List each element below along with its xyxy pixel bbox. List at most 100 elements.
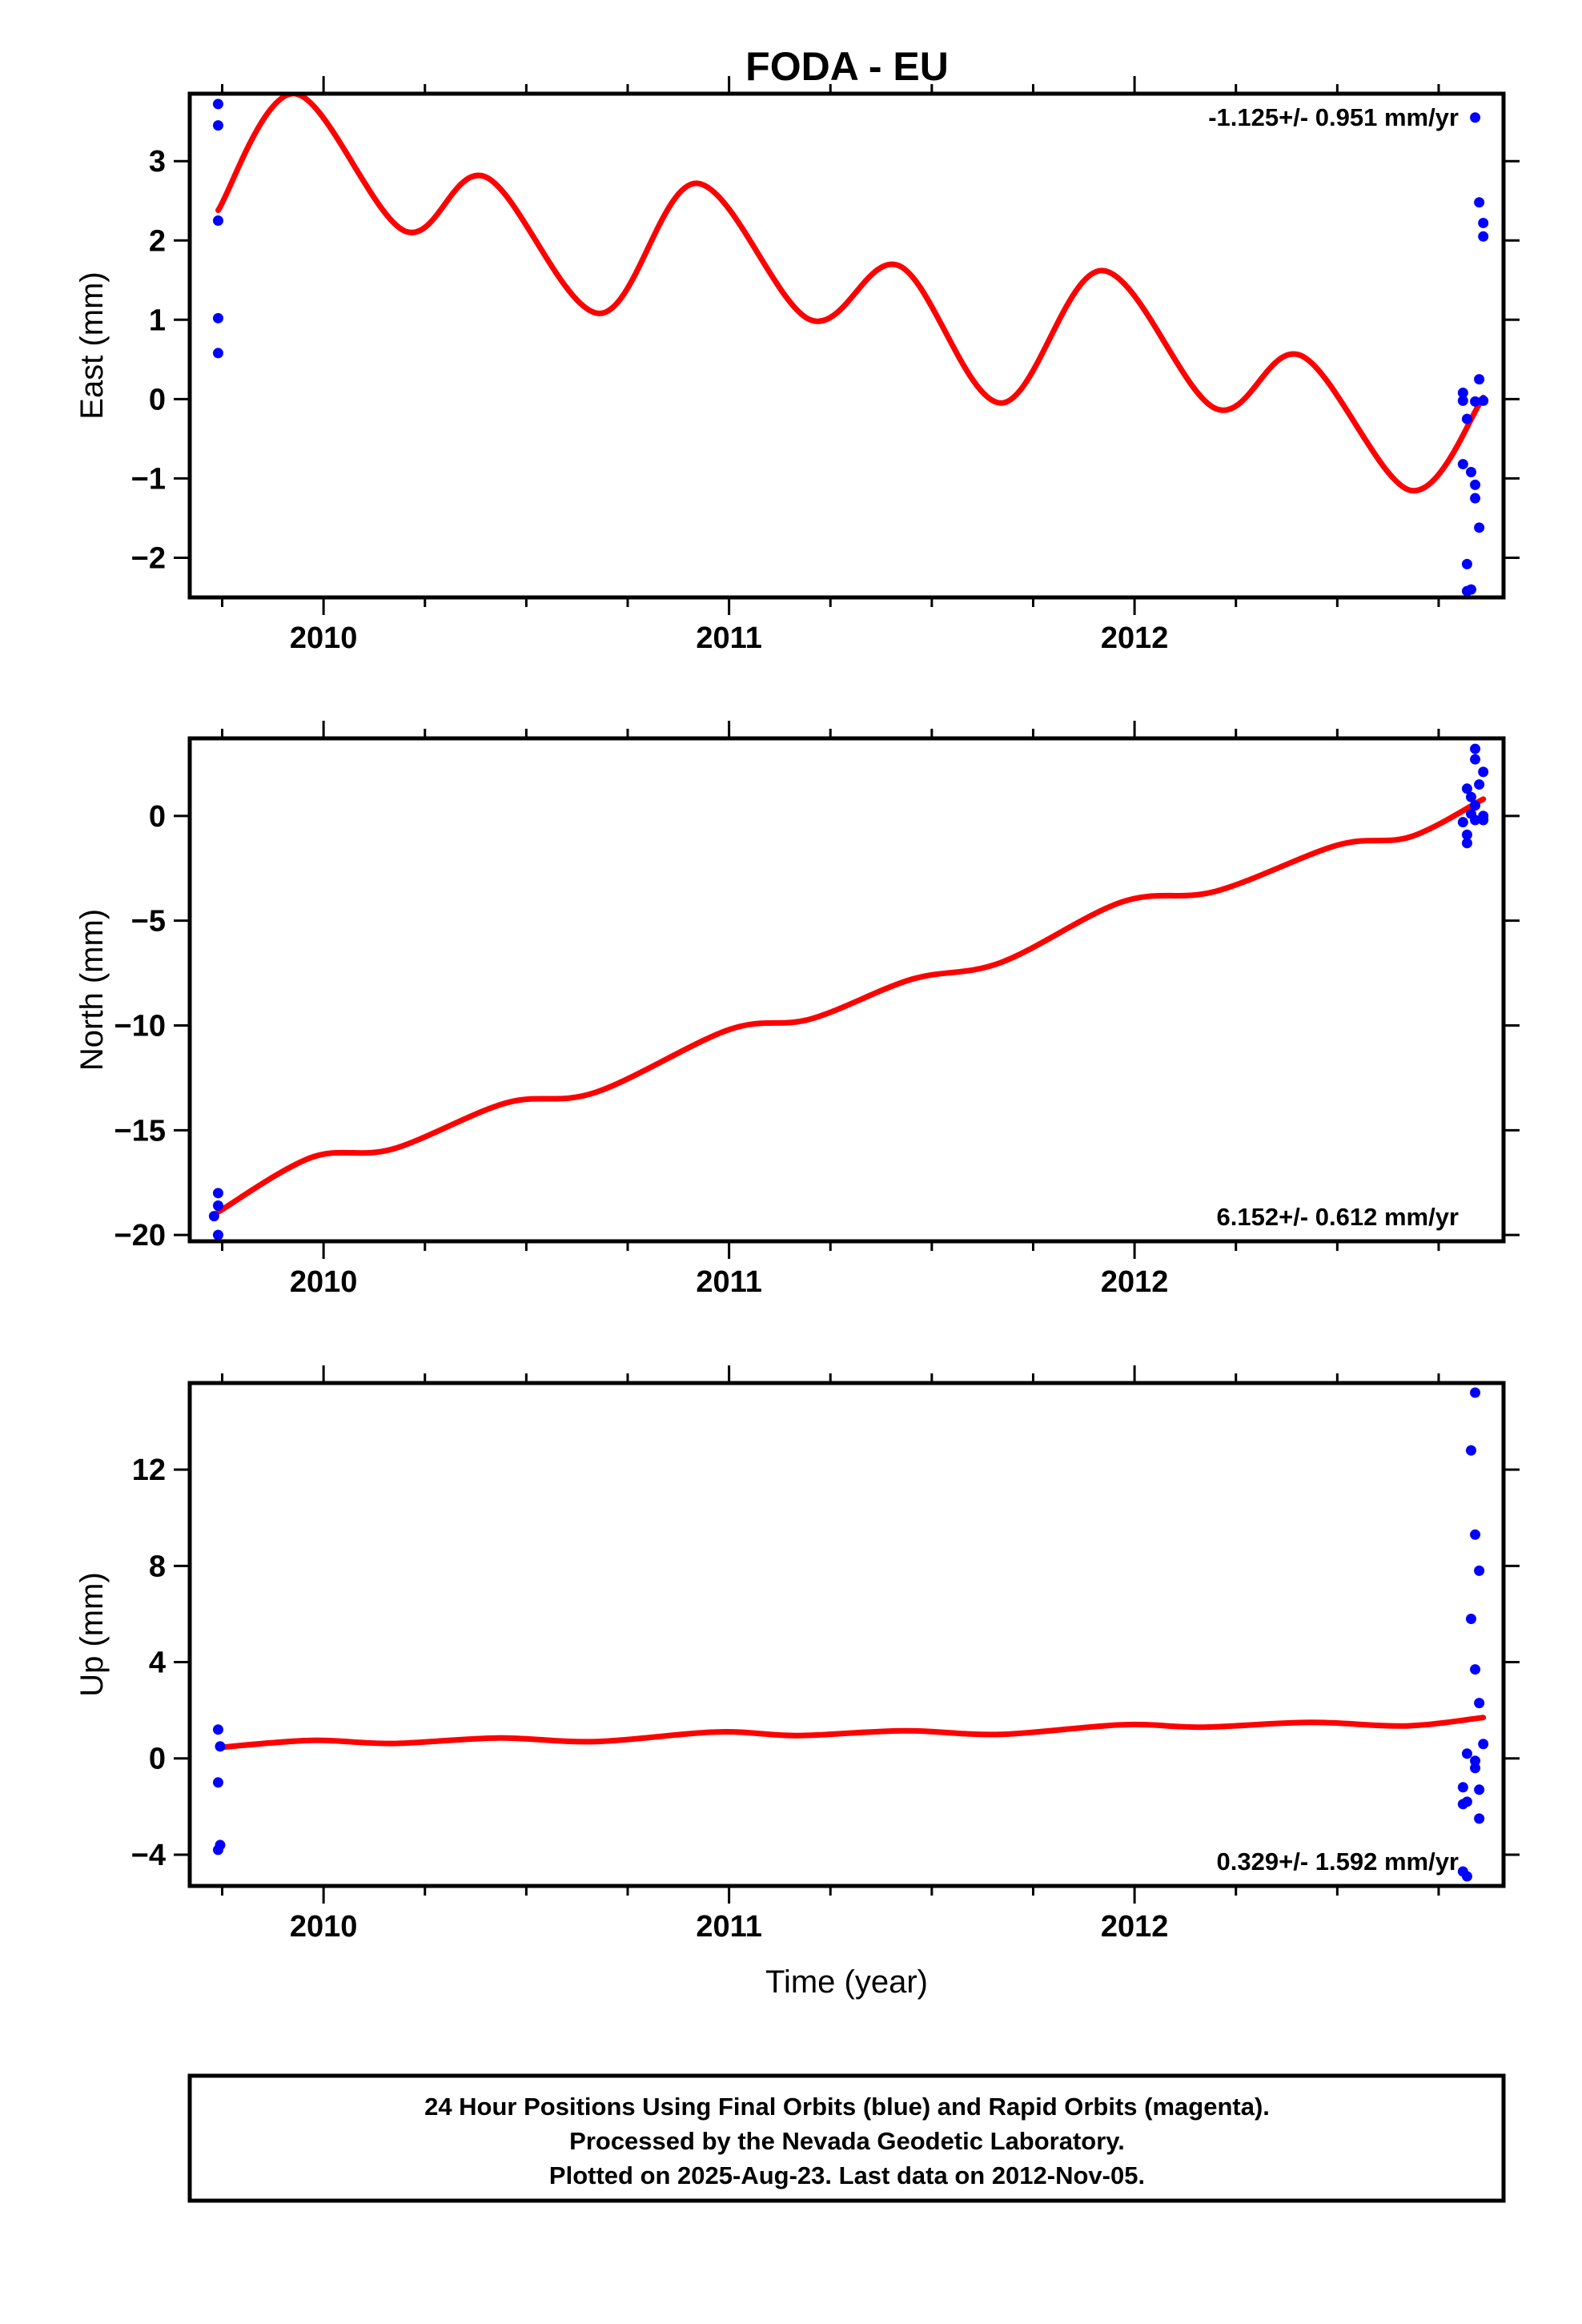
x-tick-label: 2012	[1101, 1910, 1169, 1944]
data-point	[1478, 814, 1489, 826]
data-point	[1465, 791, 1476, 802]
x-tick-label: 2011	[696, 1910, 761, 1944]
north-panel: 2010 2011 2012 −20 −15 −10 −5 0 North (mm) 6.152+…	[74, 721, 1520, 1299]
data-point	[1478, 1739, 1489, 1750]
y-tick-label: 2	[149, 224, 166, 258]
data-point	[1457, 1782, 1468, 1793]
model-fit-line	[215, 94, 1487, 493]
x-tick-label: 2010	[290, 621, 358, 655]
chart-title: FODA - EU	[745, 44, 949, 89]
y-tick-label: 1	[149, 304, 166, 337]
up-panel: 2010 2011 2012 −4 0 4 8 12 Up (mm) Time (year) 0.3…	[74, 1365, 1520, 2000]
data-point	[212, 348, 223, 359]
data-point	[208, 1211, 219, 1222]
data-point	[1470, 112, 1481, 123]
y-tick-label: 0	[149, 383, 166, 416]
plot-frame	[187, 736, 1506, 1244]
data-point	[1465, 1445, 1476, 1456]
velocity-label: 0.329+/- 1.592 mm/yr	[1217, 1848, 1459, 1876]
data-point	[1474, 779, 1485, 790]
data-point	[212, 1188, 223, 1199]
y-tick-label: 4	[149, 1647, 166, 1680]
data-point	[1461, 829, 1472, 840]
east-panel: 2010 2011 2012 −2 −1 0 1 2 3 East (mm) -1.125+/- 0…	[74, 76, 1520, 655]
data-point	[212, 312, 223, 324]
data-point	[1478, 395, 1489, 406]
data-point	[1470, 396, 1481, 407]
data-point	[1478, 231, 1489, 242]
data-point	[1470, 1755, 1481, 1767]
data-point	[1457, 459, 1468, 470]
velocity-label: -1.125+/- 0.951 mm/yr	[1208, 103, 1459, 131]
plot-area	[208, 743, 1489, 1240]
x-tick-label: 2012	[1101, 1265, 1169, 1299]
x-tick-label: 2010	[290, 1265, 358, 1299]
footer-box: 24 Hour Positions Using Final Orbits (bl…	[187, 2073, 1506, 2203]
footer-line-1: 24 Hour Positions Using Final Orbits (bl…	[424, 2093, 1270, 2121]
data-point	[212, 1724, 223, 1735]
x-tick-label: 2012	[1101, 621, 1169, 655]
x-tick-label: 2011	[696, 1265, 761, 1299]
data-point	[1478, 217, 1489, 228]
data-point	[212, 1777, 223, 1788]
data-point	[212, 1844, 223, 1856]
data-point	[215, 1741, 226, 1752]
data-point	[1457, 387, 1468, 398]
data-point	[1474, 1698, 1485, 1709]
data-point	[1470, 493, 1481, 504]
data-point	[1465, 584, 1476, 595]
y-tick-label: 0	[149, 1743, 166, 1776]
data-point	[1470, 1387, 1481, 1398]
data-point	[1470, 1763, 1481, 1774]
data-point	[1461, 558, 1472, 569]
y-tick-label: −2	[131, 541, 166, 575]
y-axis-label: North (mm)	[74, 909, 110, 1071]
data-point	[1461, 1871, 1472, 1882]
data-point	[1457, 1799, 1468, 1810]
data-point	[212, 1200, 223, 1212]
data-point	[1474, 522, 1485, 533]
data-point	[1474, 1565, 1485, 1576]
data-point	[1465, 466, 1476, 477]
data-point	[1474, 374, 1485, 385]
y-tick-label: −5	[131, 905, 166, 939]
data-point	[1457, 395, 1468, 406]
y-tick-label: −10	[114, 1009, 166, 1043]
data-point	[1470, 814, 1481, 826]
data-point	[1474, 1813, 1485, 1824]
y-axis-label: East (mm)	[74, 271, 110, 419]
data-point	[212, 120, 223, 131]
data-point	[212, 1229, 223, 1240]
data-point	[212, 99, 223, 110]
y-tick-label: 3	[149, 145, 166, 179]
data-point	[1478, 766, 1489, 778]
y-tick-label: 8	[149, 1550, 166, 1583]
x-axis-label: Time (year)	[765, 1964, 928, 2000]
model-fit-line	[215, 796, 1487, 1215]
y-tick-label: 12	[132, 1454, 166, 1487]
data-point	[1470, 1664, 1481, 1675]
data-point	[1461, 1748, 1472, 1759]
y-tick-label: 0	[149, 800, 166, 834]
data-point	[1474, 197, 1485, 208]
data-point	[1470, 479, 1481, 490]
data-point	[1461, 783, 1472, 794]
plot-area	[212, 94, 1489, 597]
footer-line-2: Processed by the Nevada Geodetic Laborat…	[569, 2127, 1125, 2155]
footer-line-3: Plotted on 2025-Aug-23. Last data on 201…	[549, 2161, 1145, 2189]
y-tick-label: −4	[131, 1839, 166, 1872]
y-tick-label: −20	[114, 1219, 166, 1252]
plot-frame	[187, 91, 1506, 600]
data-point	[1465, 1613, 1476, 1624]
data-point	[1470, 1529, 1481, 1540]
y-axis-label: Up (mm)	[74, 1572, 110, 1697]
data-point	[1474, 1784, 1485, 1795]
y-tick-label: −15	[114, 1114, 166, 1148]
velocity-label: 6.152+/- 0.612 mm/yr	[1217, 1203, 1459, 1231]
data-point	[1457, 817, 1468, 828]
data-point	[1470, 743, 1481, 754]
data-point	[212, 215, 223, 226]
y-tick-label: −1	[131, 462, 166, 496]
data-point	[1470, 800, 1481, 811]
data-point	[1461, 838, 1472, 849]
